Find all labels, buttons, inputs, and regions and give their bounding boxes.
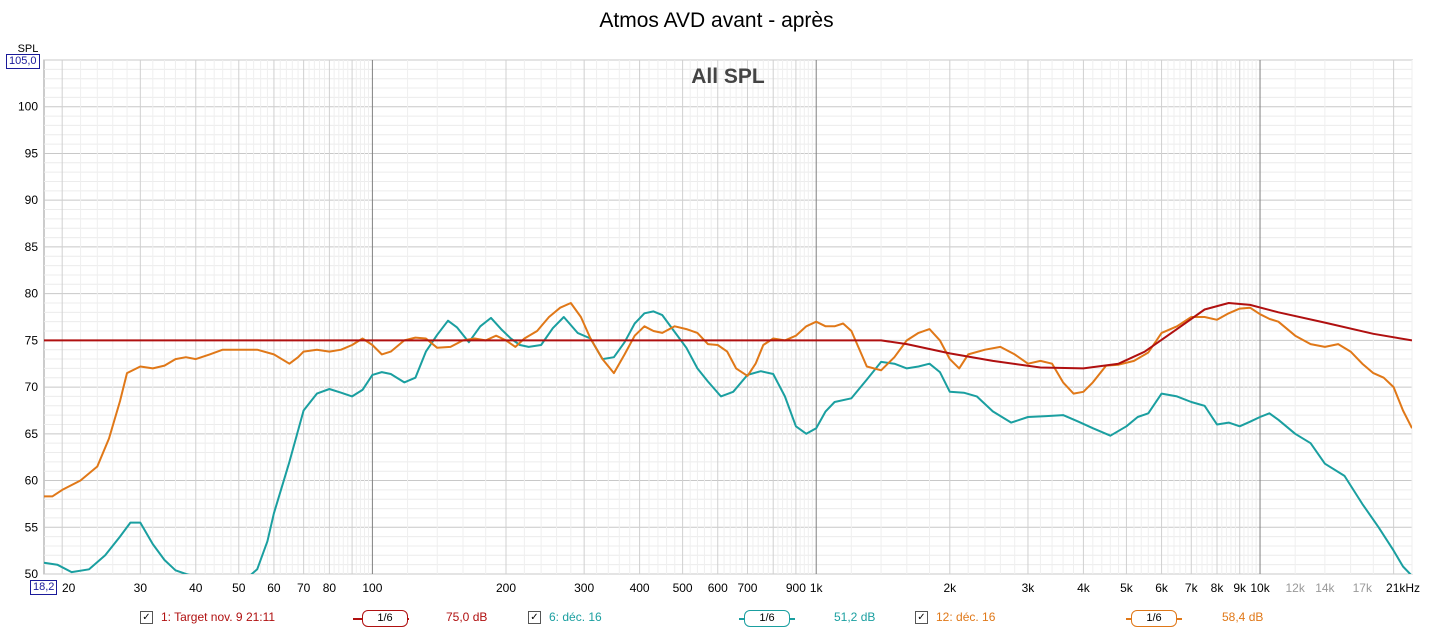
x-tick-label: 80 [323,581,337,595]
x-tick-label: 4k [1077,581,1091,595]
y-tick-label: 55 [25,520,39,534]
x-tick-label: 5k [1120,581,1134,595]
x-tick-label: 400 [630,581,650,595]
x-tick-label: 20 [62,581,76,595]
x-tick-label: 100 [362,581,382,595]
x-tick-labels: 30 40 50 60 70 80 100 200 300 400 500 600 700 900 1k 2k… [62,581,1420,595]
chart-title: Atmos AVD avant - après [599,9,834,32]
x-tick-label: 3k [1022,581,1036,595]
legend-series12-checkbox[interactable]: ✓ [915,610,928,624]
legend-series6-smoothing[interactable]: 1/6 [744,610,790,627]
x-tick-label: 7k [1185,581,1199,595]
y-tick-label: 65 [25,427,39,441]
y-max-box[interactable]: 105,0 [6,54,40,69]
y-axis-label: SPL [18,43,39,55]
legend-series6-label: 6: déc. 16 [549,610,602,624]
legend-target-smoothing[interactable]: 1/6 [362,610,408,627]
series-line-2 [44,302,1412,498]
legend-target-checkbox[interactable]: ✓ [140,610,153,624]
y-tick-label: 60 [25,474,39,488]
y-tick-labels: 100 95 90 85 80 75 70 65 60 55 50 [18,100,38,581]
x-tick-label: 60 [267,581,281,595]
legend-series12-label: 12: déc. 16 [936,610,996,624]
y-tick-label: 85 [25,240,39,254]
y-tick-label: 90 [25,193,39,207]
x-tick-label: 9k [1233,581,1247,595]
x-tick-label: 1k [810,581,824,595]
series-line-0 [44,302,1412,370]
y-tick-label: 80 [25,287,39,301]
y-tick-label: 70 [25,380,39,394]
y-tick-label: 50 [25,567,39,581]
legend-series6-checkbox[interactable]: ✓ [528,610,541,624]
x-tick-label: 900 [786,581,806,595]
x-tick-label: 17k [1353,581,1373,595]
y-tick-label: 95 [25,146,39,160]
x-tick-label: 500 [673,581,693,595]
legend-target[interactable]: ✓ 1: Target nov. 9 21:11 [140,610,275,624]
series-lines [44,302,1412,574]
x-tick-label: 21kHz [1386,581,1420,595]
legend-series6-level: 51,2 dB [834,610,876,624]
legend-series6[interactable]: ✓ 6: déc. 16 [528,610,602,624]
x-tick-label: 50 [232,581,246,595]
x-tick-label: 600 [708,581,728,595]
x-tick-label: 10k [1250,581,1270,595]
x-tick-label: 12k [1285,581,1305,595]
x-tick-label: 6k [1155,581,1169,595]
x-tick-label: 30 [134,581,148,595]
series-line-1 [44,310,1412,574]
x-tick-label: 2k [943,581,957,595]
x-tick-label: 200 [496,581,516,595]
grid-lines [44,59,1413,575]
x-tick-label: 700 [737,581,757,595]
legend-series12-smoothing[interactable]: 1/6 [1131,610,1177,627]
y-tick-label: 100 [18,100,38,114]
x-tick-label: 300 [574,581,594,595]
x-tick-label: 40 [189,581,203,595]
legend-target-level: 75,0 dB [446,610,488,624]
chart-subtitle: All SPL [691,65,765,88]
legend-series12[interactable]: ✓ 12: déc. 16 [915,610,995,624]
legend-series12-level: 58,4 dB [1222,610,1264,624]
legend-target-label: 1: Target nov. 9 21:11 [161,610,276,624]
x-min-box[interactable]: 18,2 [30,580,58,595]
x-tick-label: 70 [297,581,311,595]
x-tick-label: 8k [1211,581,1225,595]
x-tick-label: 14k [1315,581,1335,595]
y-tick-label: 75 [25,333,39,347]
